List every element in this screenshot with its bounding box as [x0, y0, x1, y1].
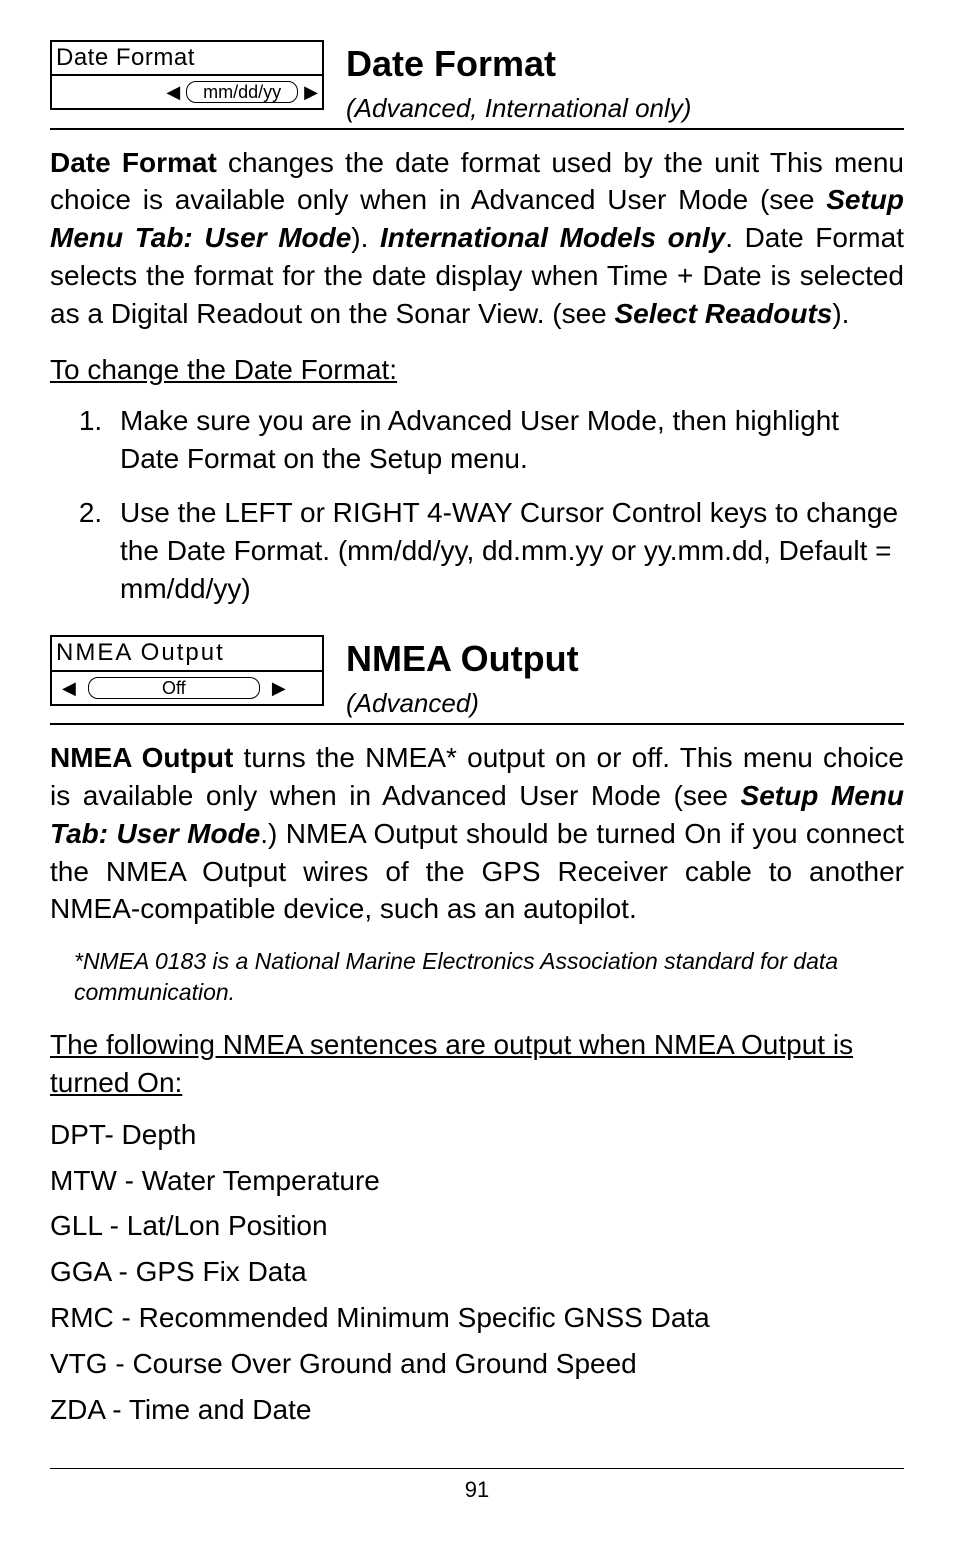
page-footer: 91 [50, 1468, 904, 1505]
output-heading: The following NMEA sentences are output … [50, 1026, 904, 1102]
arrow-left-icon: ◀ [166, 83, 180, 101]
nmea-line: GLL - Lat/Lon Position [50, 1207, 904, 1245]
section-subtitle: (Advanced) [346, 686, 904, 721]
section-subtitle: (Advanced, International only) [346, 91, 904, 126]
nmea-line: RMC - Recommended Minimum Specific GNSS … [50, 1299, 904, 1337]
nmea-sentence-list: DPT- Depth MTW - Water Temperature GLL -… [50, 1116, 904, 1429]
date-format-value: mm/dd/yy [186, 81, 298, 103]
nmea-line: VTG - Course Over Ground and Ground Spee… [50, 1345, 904, 1383]
menu-box-value-row: ◀ Off ▶ [52, 672, 322, 704]
date-format-body: Date Format changes the date format used… [50, 144, 904, 333]
section-title: Date Format [346, 40, 904, 89]
nmea-body: NMEA Output turns the NMEA* output on or… [50, 739, 904, 928]
body-text-2: ). [351, 222, 380, 253]
section-title: NMEA Output [346, 635, 904, 684]
menu-box-title: Date Format [52, 42, 322, 76]
arrow-right-icon: ▶ [304, 83, 318, 101]
step-1: Make sure you are in Advanced User Mode,… [110, 402, 904, 478]
page-number: 91 [465, 1477, 489, 1502]
nmea-line: MTW - Water Temperature [50, 1162, 904, 1200]
change-heading: To change the Date Format: [50, 351, 904, 389]
body-lead: NMEA Output [50, 742, 233, 773]
step-2: Use the LEFT or RIGHT 4-WAY Cursor Contr… [110, 494, 904, 607]
arrow-left-icon: ◀ [62, 679, 76, 697]
date-format-menu-box: Date Format ◀ mm/dd/yy ▶ [50, 40, 324, 110]
nmea-footnote: *NMEA 0183 is a National Marine Electron… [74, 946, 904, 1008]
date-format-header: Date Format ◀ mm/dd/yy ▶ Date Format (Ad… [50, 40, 904, 126]
steps-list: Make sure you are in Advanced User Mode,… [50, 402, 904, 607]
footer-rule [50, 1468, 904, 1469]
body-text-4: ). [832, 298, 849, 329]
body-ref-3: Select Readouts [615, 298, 833, 329]
nmea-value: Off [88, 677, 260, 699]
body-lead: Date Format [50, 147, 217, 178]
arrow-right-icon: ▶ [272, 679, 286, 697]
header-text-block: Date Format (Advanced, International onl… [346, 40, 904, 126]
nmea-line: ZDA - Time and Date [50, 1391, 904, 1429]
nmea-line: DPT- Depth [50, 1116, 904, 1154]
header-text-block: NMEA Output (Advanced) [346, 635, 904, 721]
nmea-output-header: NMEA Output ◀ Off ▶ NMEA Output (Advance… [50, 635, 904, 721]
body-ref-2: International Models only [380, 222, 725, 253]
divider [50, 128, 904, 130]
menu-box-value-row: ◀ mm/dd/yy ▶ [52, 76, 322, 108]
menu-box-title: NMEA Output [52, 637, 322, 671]
nmea-menu-box: NMEA Output ◀ Off ▶ [50, 635, 324, 705]
nmea-line: GGA - GPS Fix Data [50, 1253, 904, 1291]
divider [50, 723, 904, 725]
